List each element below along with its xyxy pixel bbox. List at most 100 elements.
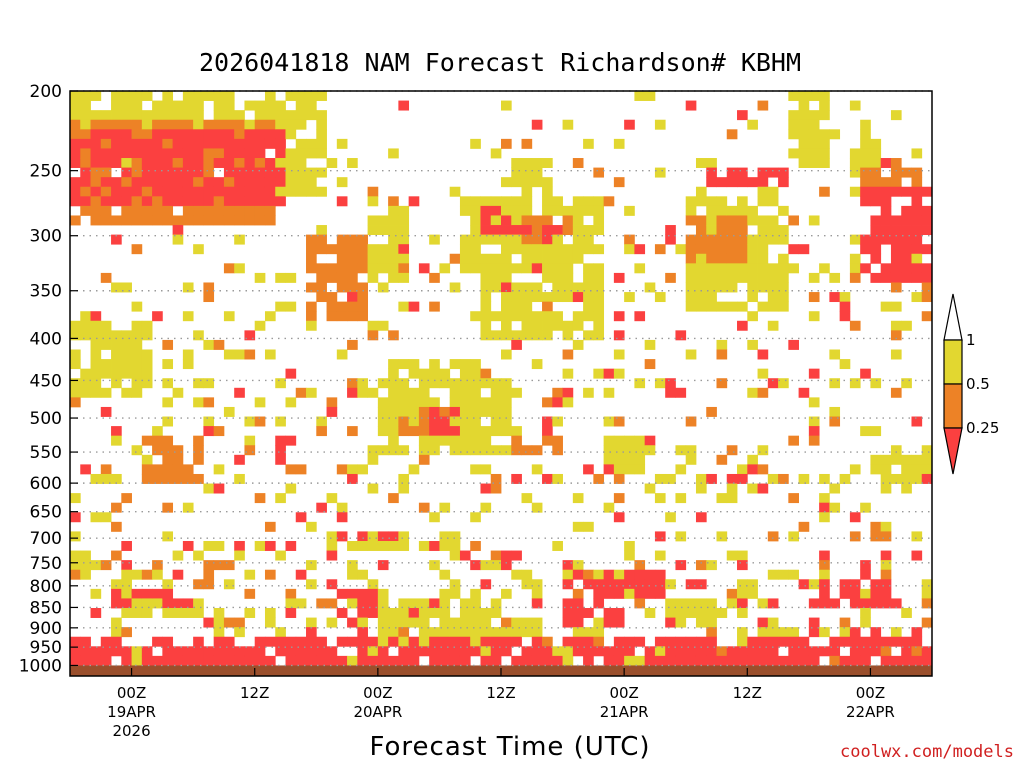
- heatmap-cell: [131, 244, 143, 255]
- heatmap-cell: [716, 282, 728, 293]
- heatmap-cell: [182, 598, 194, 609]
- heatmap-cell: [685, 608, 697, 618]
- heatmap-cell: [695, 646, 707, 657]
- heatmap-cell: [377, 416, 389, 427]
- heatmap-cell: [911, 416, 923, 427]
- heatmap-cell: [839, 655, 851, 666]
- heatmap-cell: [182, 100, 194, 111]
- heatmap-cell: [388, 445, 399, 456]
- heatmap-cell: [449, 655, 461, 666]
- heatmap-cell: [316, 502, 327, 513]
- heatmap-cell: [911, 244, 923, 255]
- heatmap-cell: [654, 646, 666, 657]
- heatmap-cell: [182, 473, 194, 484]
- heatmap-cell: [295, 186, 307, 197]
- heatmap-cell: [583, 330, 594, 341]
- heatmap-cell: [880, 215, 892, 226]
- heatmap-cell: [829, 349, 841, 360]
- heatmap-cell: [552, 320, 563, 331]
- heatmap-cell: [357, 464, 368, 475]
- x-tick-label: 00Z: [856, 684, 885, 702]
- heatmap-cell: [244, 655, 256, 666]
- heatmap-cell: [511, 282, 522, 293]
- heatmap-cell: [377, 215, 389, 226]
- heatmap-cell: [808, 617, 820, 628]
- heatmap-cell: [901, 320, 912, 331]
- heatmap-cell: [562, 349, 574, 360]
- heatmap-cell: [757, 196, 769, 207]
- heatmap-cell: [223, 617, 235, 628]
- heatmap-cell: [603, 196, 615, 207]
- heatmap-cell: [244, 129, 256, 140]
- heatmap-cell: [511, 292, 522, 303]
- heatmap-cell: [449, 387, 461, 398]
- heatmap-cell: [501, 636, 512, 647]
- heatmap-cell: [726, 646, 738, 657]
- heatmap-cell: [552, 540, 563, 551]
- heatmap-cell: [459, 636, 471, 647]
- heatmap-cell: [685, 234, 697, 245]
- heatmap-cell: [911, 272, 923, 283]
- heatmap-cell: [706, 608, 717, 618]
- heatmap-cell: [501, 426, 512, 437]
- heatmap-cell: [542, 397, 553, 408]
- heatmap-cell: [808, 397, 820, 408]
- heatmap-cell: [634, 598, 646, 609]
- heatmap-cell: [880, 531, 892, 542]
- heatmap-cell: [798, 387, 810, 398]
- heatmap-cell: [398, 244, 410, 255]
- heatmap-cell: [511, 445, 522, 456]
- heatmap-cell: [521, 320, 533, 331]
- heatmap-cell: [172, 158, 184, 168]
- heatmap-cell: [70, 550, 81, 561]
- heatmap-cell: [418, 406, 430, 417]
- heatmap-cell: [336, 464, 348, 475]
- heatmap-cell: [552, 387, 563, 398]
- heatmap-cell: [849, 512, 861, 523]
- heatmap-cell: [90, 110, 102, 121]
- heatmap-cell: [583, 234, 594, 245]
- heatmap-cell: [429, 272, 440, 283]
- heatmap-cell: [860, 196, 871, 207]
- heatmap-cell: [172, 215, 184, 226]
- heatmap-cell: [80, 205, 91, 216]
- heatmap-cell: [583, 387, 594, 398]
- heatmap-cell: [254, 416, 266, 427]
- heatmap-cell: [490, 378, 502, 389]
- heatmap-cell: [182, 138, 194, 149]
- heatmap-cell: [726, 493, 738, 504]
- heatmap-cell: [757, 627, 769, 638]
- heatmap-cell: [223, 205, 235, 216]
- heatmap-cell: [531, 167, 543, 178]
- heatmap-cell: [326, 311, 338, 322]
- heatmap-cell: [90, 205, 102, 216]
- heatmap-cell: [285, 158, 297, 168]
- heatmap-cell: [808, 426, 820, 437]
- heatmap-cell: [706, 560, 717, 571]
- heatmap-cell: [152, 205, 163, 216]
- heatmap-cell: [203, 483, 215, 494]
- heatmap-cell: [367, 253, 379, 264]
- heatmap-cell: [285, 272, 297, 283]
- x-tick-label: 12Z: [240, 684, 269, 702]
- heatmap-cell: [501, 349, 512, 360]
- heatmap-cell: [490, 215, 502, 226]
- heatmap-cell: [572, 521, 584, 532]
- heatmap-cell: [275, 196, 286, 207]
- heatmap-cell: [531, 579, 543, 590]
- heatmap-cell: [111, 426, 122, 437]
- heatmap-cell: [921, 655, 933, 666]
- heatmap-cell: [470, 359, 481, 370]
- heatmap-cell: [182, 119, 194, 130]
- heatmap-cell: [531, 311, 543, 322]
- heatmap-cell: [501, 416, 512, 427]
- heatmap-cell: [583, 263, 594, 274]
- heatmap-cell: [357, 234, 368, 245]
- heatmap-cell: [788, 263, 799, 274]
- heatmap-cell: [788, 215, 799, 226]
- heatmap-cell: [870, 531, 882, 542]
- heatmap-cell: [234, 138, 245, 149]
- heatmap-cell: [675, 598, 687, 609]
- heatmap-cell: [480, 560, 492, 571]
- y-tick-label: 650: [30, 503, 62, 523]
